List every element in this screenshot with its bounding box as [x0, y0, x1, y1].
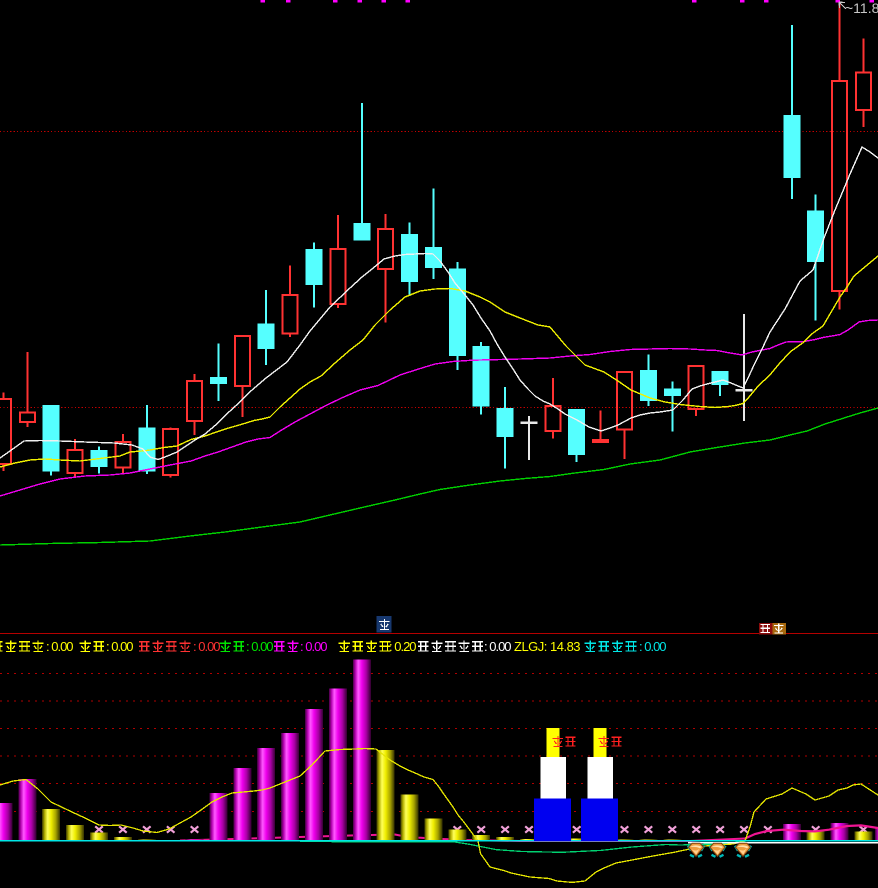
svg-text:ZLGJ: 14.83: ZLGJ: 14.83: [514, 639, 580, 654]
svg-text:: 0.00: : 0.00: [300, 639, 327, 654]
svg-text:: 0.00: : 0.00: [46, 639, 73, 654]
svg-text:: 0.00: : 0.00: [639, 639, 666, 654]
svg-text:: 0.00: : 0.00: [246, 639, 273, 654]
svg-text:: 0.00: : 0.00: [106, 639, 133, 654]
svg-text:: 0.20: : 0.20: [389, 639, 416, 654]
svg-text:: 0.00: : 0.00: [484, 639, 511, 654]
svg-text:~11.87: ~11.87: [845, 0, 878, 16]
svg-text:: 0.00: : 0.00: [193, 639, 220, 654]
